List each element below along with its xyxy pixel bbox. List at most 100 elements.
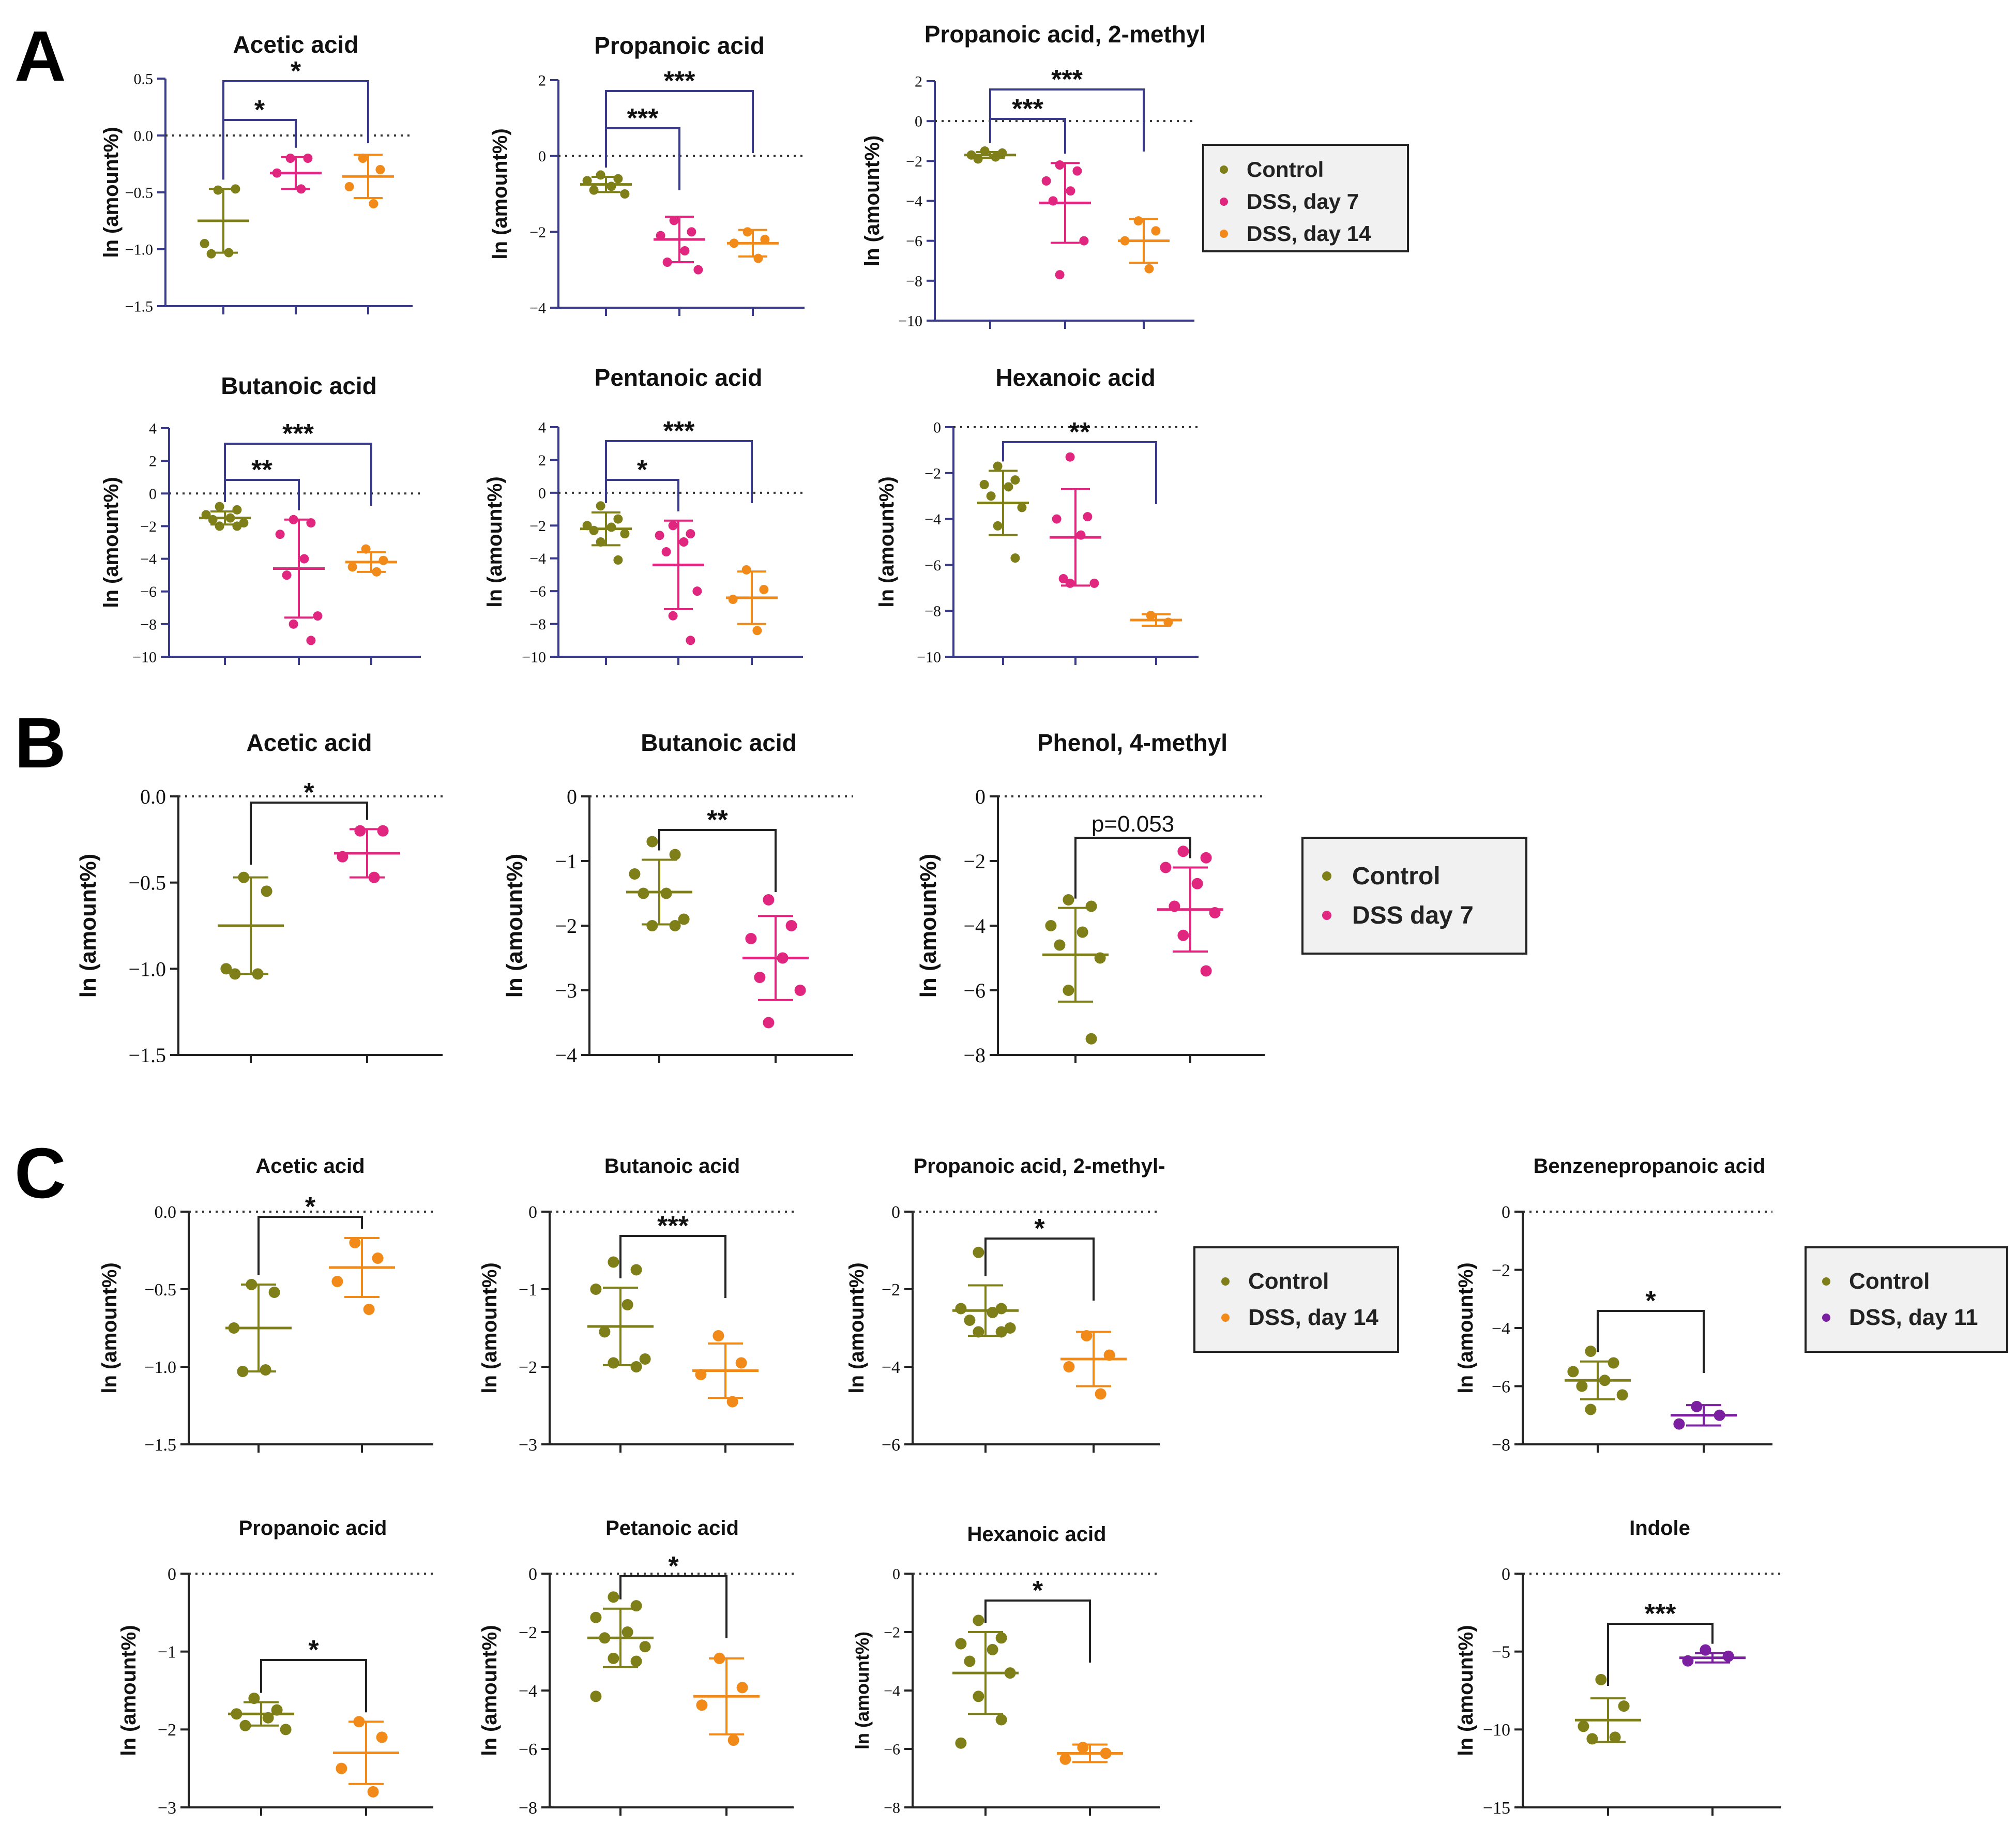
legend-item: DSS, day 14 [1204, 219, 1371, 248]
data-point [608, 1256, 619, 1268]
legend-label: Control [1248, 1269, 1329, 1294]
chart-title: Butanoic acid [641, 729, 797, 756]
data-point [1089, 578, 1099, 588]
chart-2: Propanoic acid, 2-methyl ln (amount%) 2 0 −2… [861, 21, 1206, 330]
y-axis-label: ln (amount%) [845, 1262, 868, 1393]
significance-label: ** [251, 455, 272, 485]
y-axis-label: ln (amount%) [100, 127, 123, 258]
legend-item: DSS day 7 [1303, 899, 1474, 932]
data-point [754, 972, 766, 983]
data-point [358, 154, 368, 163]
chart-10: Butanoic acid ln (amount%) 0 −1 −2 −3 *** [478, 1155, 794, 1455]
y-axis-label: ln (amount%) [1454, 1262, 1477, 1393]
y-tick-label: −6 [924, 557, 941, 574]
legend-dot-icon [1221, 1277, 1230, 1286]
data-point [232, 521, 242, 531]
data-point [646, 836, 658, 848]
legend-label: DSS, day 11 [1849, 1305, 1978, 1330]
chart-4: Pentanoic acid ln (amount%) 4 2 0 −2 −4 −6 −8 −10… [483, 364, 803, 666]
y-tick-label: −5 [1492, 1643, 1510, 1662]
significance-label: *** [282, 419, 314, 449]
significance-label: p=0.053 [1092, 811, 1174, 837]
y-tick-label: −2 [884, 1624, 900, 1641]
data-point [344, 182, 354, 191]
significance-bracket [224, 443, 372, 506]
chart-12: Benzenepropanoic acid ln (amount%) 0 −2 −4 −6… [1454, 1155, 1772, 1455]
chart-title: Propanoic acid, 2-methyl- [914, 1155, 1165, 1178]
data-point [1585, 1346, 1597, 1357]
y-axis-label: ln (amount%) [489, 128, 511, 259]
data-point [686, 636, 695, 645]
chart-0: Acetic acid ln (amount%) 0.5 0.0 −0.5 −1.0 −1.… [100, 31, 413, 315]
data-point [1673, 1418, 1685, 1430]
y-axis-label: ln (amount%) [852, 1632, 873, 1749]
data-point [1004, 1322, 1016, 1334]
data-point [1146, 611, 1156, 621]
data-point [745, 933, 757, 944]
data-point [303, 154, 313, 163]
y-tick-label: −8 [519, 1799, 537, 1818]
chart-title: Pentanoic acid [595, 364, 763, 391]
y-tick-label: −1.5 [128, 1044, 166, 1067]
y-tick-label: −2 [529, 518, 546, 535]
y-tick-label: −3 [158, 1799, 176, 1818]
data-point [656, 231, 665, 240]
chart-8: Phenol, 4-methyl ln (amount%) 0 −2 −4 −6 −8 p=0… [916, 729, 1265, 1067]
chart-title: Petanoic acid [605, 1517, 739, 1540]
y-tick-label: 2 [538, 452, 546, 469]
data-point [347, 562, 357, 572]
data-point [620, 189, 630, 199]
data-point [596, 170, 605, 180]
legend-label: DSS, day 14 [1247, 221, 1371, 246]
data-point [622, 1626, 633, 1638]
data-point [613, 555, 623, 565]
y-tick-label: −0.5 [144, 1280, 176, 1300]
data-point [608, 1652, 619, 1664]
significance-bracket [222, 119, 297, 180]
legend-panel-a: Control DSS, day 7 DSS, day 14 [1202, 144, 1409, 252]
chart-6: Acetic acid ln (amount%) 0.0 −0.5 −1.0 −1.5 * [75, 729, 443, 1067]
data-point [680, 246, 690, 255]
y-tick-label: −2 [924, 465, 941, 482]
data-point [608, 1591, 619, 1603]
y-tick-label: −10 [522, 649, 546, 666]
chart-5: Hexanoic acid ln (amount%) 0 −2 −4 −6 −8 −10 ** [875, 364, 1199, 666]
data-point [955, 1638, 967, 1650]
data-point [590, 1611, 602, 1623]
data-point [599, 1326, 611, 1338]
data-point [313, 611, 323, 621]
y-tick-label: −4 [140, 551, 157, 568]
data-point [669, 216, 679, 225]
legend-dot-icon [1220, 230, 1228, 238]
data-point [986, 491, 996, 501]
legend-item: DSS, day 14 [1195, 1303, 1378, 1332]
data-point [607, 182, 616, 191]
data-point [354, 825, 366, 837]
data-point [661, 547, 671, 557]
data-point [1144, 264, 1154, 274]
y-tick-label: −4 [882, 1358, 900, 1377]
data-point [1616, 1389, 1628, 1401]
significance-label: *** [657, 1211, 689, 1241]
legend-item: Control [1204, 155, 1324, 184]
chart-9: Acetic acid ln (amount%) 0.0 −0.5 −1.0 −1.5 * [98, 1155, 433, 1455]
y-axis-label: ln (amount%) [1454, 1625, 1477, 1756]
significance-label: * [1034, 1214, 1045, 1244]
significance-label: * [308, 1635, 319, 1665]
y-axis-label: ln (amount%) [75, 854, 101, 998]
significance-label: * [305, 1192, 316, 1222]
data-point [232, 505, 242, 515]
y-tick-label: 0 [915, 113, 922, 130]
data-point [1177, 929, 1189, 941]
data-point [668, 611, 678, 621]
data-point [693, 265, 703, 275]
y-tick-label: 4 [538, 419, 546, 436]
y-tick-label: −1.0 [144, 1358, 176, 1377]
significance-bracket [250, 802, 368, 865]
chart-3: Butanoic acid ln (amount%) 4 2 0 −2 −4 −6 −8 −10 *… [100, 372, 421, 666]
significance-label: *** [663, 416, 695, 446]
data-point [955, 1737, 967, 1749]
y-axis-label: ln (amount%) [875, 476, 898, 607]
data-point [759, 584, 769, 594]
